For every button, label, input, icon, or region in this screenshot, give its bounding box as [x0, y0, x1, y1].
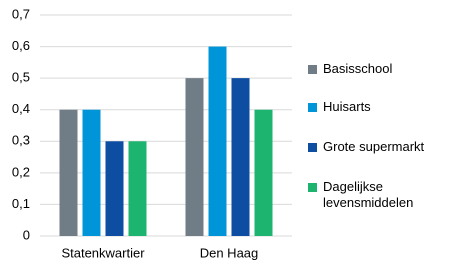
bar [208, 46, 227, 237]
legend-swatch [308, 143, 317, 152]
x-tick-label: Statenkwartier [61, 245, 145, 260]
y-tick-label: 0,4 [12, 101, 30, 116]
bar [254, 109, 273, 236]
legend-item: Basisschool [308, 61, 448, 77]
legend-label: Dagelijkse levensmiddelen [323, 179, 414, 210]
y-tick-label: 0 [23, 227, 30, 242]
legend-item: Grote supermarkt [308, 139, 448, 155]
y-tick-label: 0,2 [12, 164, 30, 179]
legend-label: Basisschool [323, 61, 393, 76]
legend-item: Huisarts [308, 99, 448, 115]
legend-swatch [308, 103, 317, 112]
bar [105, 141, 124, 236]
bar [231, 78, 250, 237]
y-tick-label: 0,6 [12, 38, 30, 53]
legend-label: Grote supermarkt [323, 139, 425, 154]
x-tick-label: Den Haag [200, 245, 259, 260]
legend-swatch [308, 65, 317, 74]
y-tick-label: 0,3 [12, 133, 30, 148]
bar [82, 109, 101, 236]
legend-label: Huisarts [323, 99, 371, 114]
y-tick-label: 0,5 [12, 70, 30, 85]
y-tick-label: 0,7 [12, 6, 30, 21]
bar [59, 109, 78, 236]
legend-swatch [308, 183, 317, 192]
bar [185, 78, 204, 237]
y-tick-label: 0,1 [12, 196, 30, 211]
legend-item: Dagelijkse levensmiddelen [308, 179, 448, 211]
bar [128, 141, 147, 236]
